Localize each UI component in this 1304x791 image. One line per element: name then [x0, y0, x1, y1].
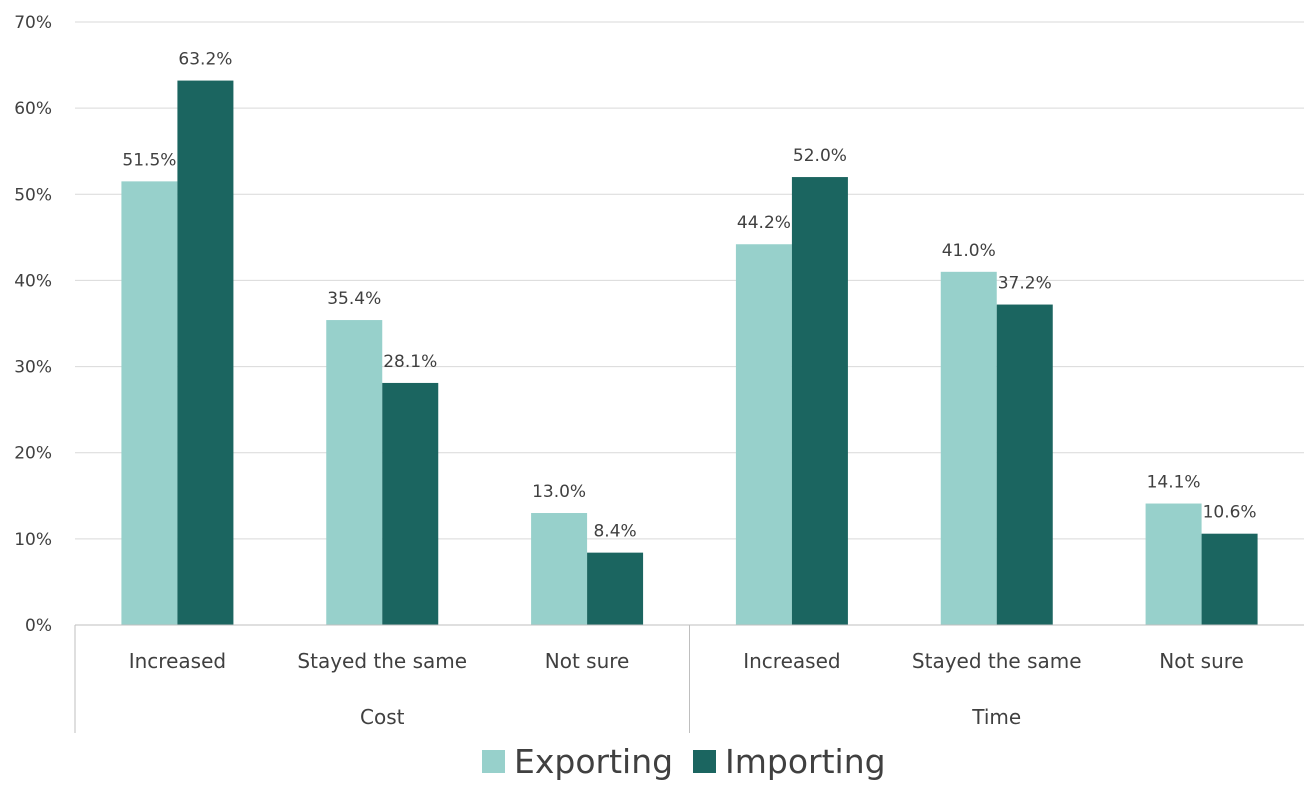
x-category-label: Stayed the same — [297, 649, 467, 673]
importing-bar — [791, 177, 848, 626]
x-axis: Increased Stayed the same Not sure Cost Incr… — [74, 624, 1304, 733]
legend-swatch-exporting — [482, 750, 505, 773]
importing-bar — [177, 80, 234, 625]
data-label: 8.4% — [593, 522, 636, 542]
y-tick-label: 50% — [14, 185, 52, 205]
data-label: 35.4% — [327, 289, 381, 309]
y-tick-label: 0% — [25, 616, 52, 636]
data-label: 37.2% — [998, 274, 1052, 294]
exporting-bar — [940, 271, 997, 625]
x-group-label: Time — [971, 705, 1021, 729]
y-axis-ticks: 0% 10% 20% 30% 40% 50% 60% 70% — [14, 13, 52, 636]
legend-label: Exporting — [514, 742, 673, 781]
data-label: 51.5% — [122, 150, 176, 170]
bars — [121, 80, 1258, 626]
legend-swatch-importing — [693, 750, 716, 773]
data-label: 52.0% — [793, 146, 847, 166]
data-label: 41.0% — [942, 241, 996, 261]
y-tick-label: 30% — [14, 358, 52, 378]
y-tick-label: 10% — [14, 530, 52, 550]
x-category-label: Increased — [743, 649, 840, 673]
y-tick-label: 40% — [14, 271, 52, 291]
y-tick-label: 70% — [14, 13, 52, 33]
x-category-label: Increased — [129, 649, 226, 673]
gridlines — [75, 21, 1304, 540]
x-category-label: Stayed the same — [912, 649, 1082, 673]
y-tick-label: 20% — [14, 444, 52, 464]
y-tick-label: 60% — [14, 99, 52, 119]
x-group-label: Cost — [360, 705, 405, 729]
legend-label: Importing — [725, 742, 886, 781]
importing-bar — [587, 552, 644, 625]
data-label: 63.2% — [178, 50, 232, 70]
data-label: 28.1% — [383, 352, 437, 372]
importing-bar — [1201, 533, 1258, 625]
legend: Exporting Importing — [482, 742, 886, 781]
exporting-bar — [531, 513, 588, 625]
exporting-bar — [121, 181, 178, 625]
data-label: 13.0% — [532, 482, 586, 502]
importing-bar — [996, 304, 1053, 625]
x-category-label: Not sure — [1159, 649, 1244, 673]
data-label: 14.1% — [1147, 473, 1201, 493]
data-label: 10.6% — [1203, 503, 1257, 523]
data-labels: 51.5% 63.2% 35.4% 28.1% 13.0% 8.4% 44.2% 52.0% 4… — [122, 50, 1256, 542]
exporting-bar — [1145, 503, 1202, 625]
data-label: 44.2% — [737, 213, 791, 233]
x-category-label: Not sure — [545, 649, 630, 673]
importing-bar — [382, 382, 439, 625]
exporting-bar — [735, 244, 792, 625]
exporting-bar — [326, 320, 383, 625]
